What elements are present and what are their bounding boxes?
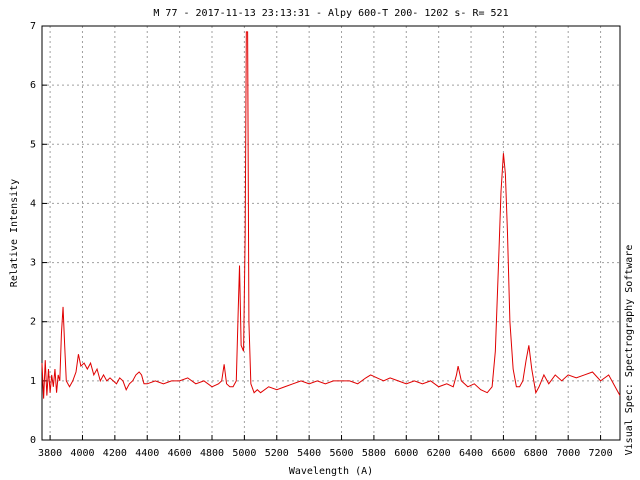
x-tick-label: 3800 <box>38 448 62 459</box>
x-tick-label: 7200 <box>589 448 613 459</box>
y-tick-label: 4 <box>30 198 36 209</box>
x-tick-label: 5000 <box>232 448 256 459</box>
y-tick-label: 2 <box>30 317 36 328</box>
y-tick-label: 6 <box>30 80 36 91</box>
x-tick-label: 4400 <box>135 448 159 459</box>
x-tick-label: 5600 <box>329 448 353 459</box>
y-tick-label: 0 <box>30 435 36 446</box>
x-tick-label: 6400 <box>459 448 483 459</box>
y-tick-label: 1 <box>30 376 36 387</box>
x-tick-label: 4800 <box>200 448 224 459</box>
x-tick-label: 6000 <box>394 448 418 459</box>
x-tick-label: 5400 <box>297 448 321 459</box>
x-tick-label: 5800 <box>362 448 386 459</box>
x-tick-label: 7000 <box>556 448 580 459</box>
x-tick-label: 6200 <box>427 448 451 459</box>
chart-title: M 77 - 2017-11-13 23:13:31 - Alpy 600-T … <box>153 8 508 19</box>
x-tick-label: 6800 <box>524 448 548 459</box>
plot-frame <box>41 25 621 441</box>
x-tick-label: 5200 <box>265 448 289 459</box>
x-axis-label: Wavelength (A) <box>289 466 373 477</box>
x-tick-label: 4200 <box>103 448 127 459</box>
side-note: Visual Spec: Spectrography Software <box>624 245 635 456</box>
x-tick-label: 4600 <box>168 448 192 459</box>
x-tick-label: 4000 <box>70 448 94 459</box>
x-tick-label: 6600 <box>491 448 515 459</box>
y-tick-label: 5 <box>30 139 36 150</box>
y-tick-label: 7 <box>30 21 36 32</box>
y-tick-label: 3 <box>30 258 36 269</box>
spectrum-line <box>41 31 621 399</box>
y-axis-label: Relative Intensity <box>9 179 20 287</box>
